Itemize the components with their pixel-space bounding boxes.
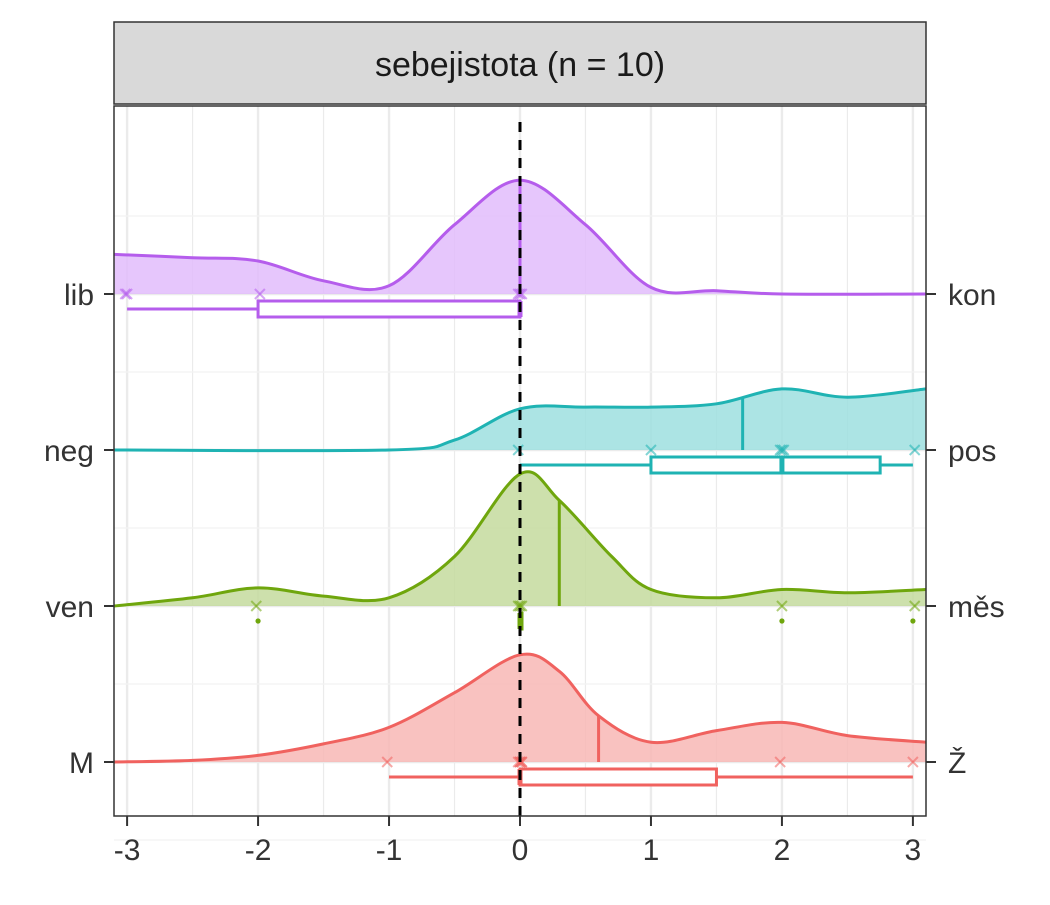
observation-point <box>119 288 132 300</box>
outlier-point <box>255 618 261 624</box>
observation-point <box>778 444 790 456</box>
y-tick-label-left: ven <box>46 591 94 624</box>
outlier-point <box>779 618 785 624</box>
x-tick-label: 1 <box>643 834 660 867</box>
chart-title: sebejistota (n = 10) <box>375 46 665 84</box>
box <box>518 767 718 787</box>
x-axis: -3 -2 -1 0 1 2 3 <box>114 816 921 867</box>
observation-x-b <box>512 444 524 456</box>
observation-x-b <box>512 600 524 612</box>
observation-x-b <box>776 444 788 456</box>
density-area <box>114 654 926 762</box>
y-tick-label-right: Ž <box>948 747 966 780</box>
observation-x-b <box>908 444 921 456</box>
observation-point <box>512 600 524 612</box>
observation-x-b <box>514 600 526 612</box>
observation-point <box>516 756 528 768</box>
observation-point <box>512 288 524 300</box>
x-tick-label: -1 <box>376 834 403 867</box>
density-line <box>113 652 927 764</box>
observation-point <box>776 600 788 612</box>
observation-point <box>514 600 526 612</box>
y-tick-label-left: lib <box>64 279 94 312</box>
observation-point <box>512 444 524 456</box>
density-line <box>113 470 927 608</box>
observation-point <box>381 756 393 768</box>
observation-point <box>908 600 921 612</box>
density-line <box>113 387 927 453</box>
y-tick-label-left: M <box>69 747 94 780</box>
observation-point <box>516 288 528 300</box>
observation-x-b <box>778 444 790 456</box>
x-tick-label: 2 <box>774 834 791 867</box>
x-tick-label: 3 <box>905 834 922 867</box>
observation-x-b <box>254 288 266 300</box>
observation-x-b <box>119 288 132 300</box>
x-tick-label: -3 <box>114 834 141 867</box>
observation-x-b <box>774 756 786 768</box>
observation-point <box>907 756 919 768</box>
observation-x-b <box>774 444 786 456</box>
observation-x-b <box>645 444 657 456</box>
observation-point <box>512 756 524 768</box>
observation-x-b <box>776 600 788 612</box>
observation-x-b <box>516 288 528 300</box>
observation-point <box>250 600 262 612</box>
observation-x-b <box>512 756 524 768</box>
observation-point <box>121 288 133 300</box>
observation-point <box>516 600 528 612</box>
box <box>649 455 882 475</box>
observation-point <box>774 444 786 456</box>
observation-point <box>254 288 266 300</box>
y-tick-label-right: pos <box>948 435 996 468</box>
y-tick-label-left: neg <box>44 435 94 468</box>
observation-x-b <box>516 600 528 612</box>
observation-x-b <box>908 600 921 612</box>
y-tick-label-right: kon <box>948 279 996 312</box>
observation-x-b <box>381 756 393 768</box>
observation-x-b <box>512 288 524 300</box>
ridge-M <box>113 652 927 787</box>
x-tick-label: -2 <box>245 834 272 867</box>
observation-point <box>645 444 657 456</box>
outlier-point <box>910 618 916 624</box>
y-tick-label-right: měs <box>948 591 1005 624</box>
observation-point <box>774 756 786 768</box>
facet-strip <box>113 21 927 105</box>
observation-x-b <box>907 756 919 768</box>
observation-point <box>908 444 921 456</box>
box <box>256 299 522 319</box>
observation-point <box>776 444 788 456</box>
observation-x-b <box>516 756 528 768</box>
observation-x-b <box>250 600 262 612</box>
density-line <box>113 178 927 296</box>
x-tick-label: 0 <box>512 834 529 867</box>
observation-x-b <box>121 288 133 300</box>
